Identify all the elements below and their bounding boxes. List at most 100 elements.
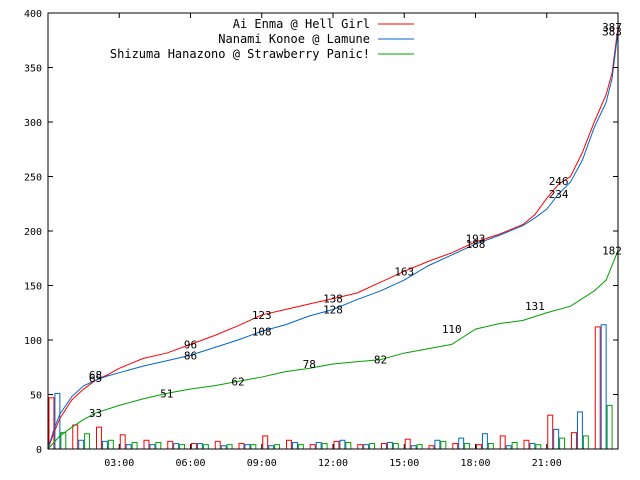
hourly-bar [72,424,79,450]
point-label: 62 [231,375,244,388]
point-label: 193 [466,233,486,246]
point-label: 182 [602,245,622,258]
point-label: 82 [374,354,387,367]
point-labels: 68 96 123 138 163 193 246 387 65 86 108 128 188 234 38… [89,21,622,420]
hourly-bar [458,437,465,450]
hourly-bar [101,440,108,450]
series-line [47,250,619,450]
hourly-bar [594,326,601,450]
hourly-bar [149,444,156,450]
hourly-bar [464,443,471,450]
y-tick-label: 400 [24,9,42,20]
hourly-bar [392,443,399,450]
hourly-bar [84,433,91,450]
hourly-bar [214,440,221,450]
hourly-bar [250,444,257,450]
hourly-bar [191,443,197,450]
point-label: 110 [442,323,462,336]
hourly-bar [357,444,364,450]
hourly-bar [499,435,506,450]
x-tick-label: 18:00 [460,458,490,469]
point-label: 246 [549,175,569,188]
y-tick-label: 150 [24,282,42,293]
x-tick-label: 21:00 [532,458,562,469]
x-tick-label: 09:00 [247,458,277,469]
hourly-bar [173,443,180,450]
point-label: 131 [525,300,545,313]
point-label: 65 [89,372,102,385]
hourly-bar [511,441,518,450]
hourly-bar [576,411,583,450]
point-label: 86 [184,349,197,362]
point-label: 383 [602,26,622,39]
hourly-bar [244,444,251,450]
point-label: 234 [549,188,569,201]
hourly-bar [434,439,441,450]
point-label: 68 [89,369,102,382]
hourly-bar [286,439,292,450]
hourly-bar [571,432,577,450]
hourly-bar [196,443,203,450]
hourly-bar [125,444,132,450]
hourly-bar [179,444,186,450]
x-tick-label: 03:00 [104,458,134,469]
hourly-bar [404,438,411,450]
hourly-bar [600,324,607,450]
x-tick-label: 12:00 [318,458,348,469]
series-line [47,31,619,450]
point-label: 123 [252,309,272,322]
x-tick-label: 15:00 [389,458,419,469]
point-label: 128 [323,303,343,316]
y-tick-label: 250 [24,173,42,184]
hourly-bar [440,440,447,450]
point-label: 188 [466,238,486,251]
legend-label: Ai Enma @ Hell Girl [233,17,370,31]
hourly-bar [96,426,102,450]
hourly-bar [481,433,488,450]
axes: 0 50 100 150 200 250 300 350 400 03:00 06:00 09:00 1… [24,9,618,469]
hourly-bar [547,414,554,450]
point-label: 387 [602,21,622,34]
hourly-bar [535,444,542,450]
legend-label: Shizuma Hanazono @ Strawberry Panic! [110,47,370,61]
hourly-bar [107,439,114,450]
plot-frame [47,12,619,450]
series-lines [47,27,619,450]
hourly-bar [262,435,269,450]
point-label: 96 [184,338,197,351]
hourly-bar [309,444,316,450]
hourly-bar [381,443,387,450]
point-label: 108 [252,325,272,338]
hourly-bar [523,439,530,450]
hourly-bar [559,437,566,450]
hourly-bar [48,397,55,450]
hourly-bar [131,441,138,450]
series-line [47,27,619,450]
point-label: 78 [303,358,316,371]
x-tick-label: 06:00 [175,458,205,469]
hourly-bar [226,444,233,450]
point-label: 51 [160,387,173,400]
hourly-bar [416,444,423,450]
hourly-bar [333,440,340,450]
hourly-bar [339,439,346,450]
legend-label: Nanami Konoe @ Lamune [218,32,370,46]
hourly-bar [452,443,459,450]
y-tick-label: 350 [24,64,42,75]
hourly-bar [167,440,174,450]
y-tick-label: 50 [30,391,42,402]
point-label: 138 [323,293,343,306]
y-tick-label: 200 [24,227,42,238]
hourly-bar [291,441,298,450]
point-label: 33 [89,407,102,420]
hourly-bar [363,444,370,450]
hourly-bar [202,444,209,450]
y-tick-label: 100 [24,336,42,347]
hourly-bars [48,324,613,450]
hourly-bar [274,444,281,450]
point-label: 163 [394,265,414,278]
y-tick-label: 0 [36,445,42,456]
hourly-bar [345,441,352,450]
